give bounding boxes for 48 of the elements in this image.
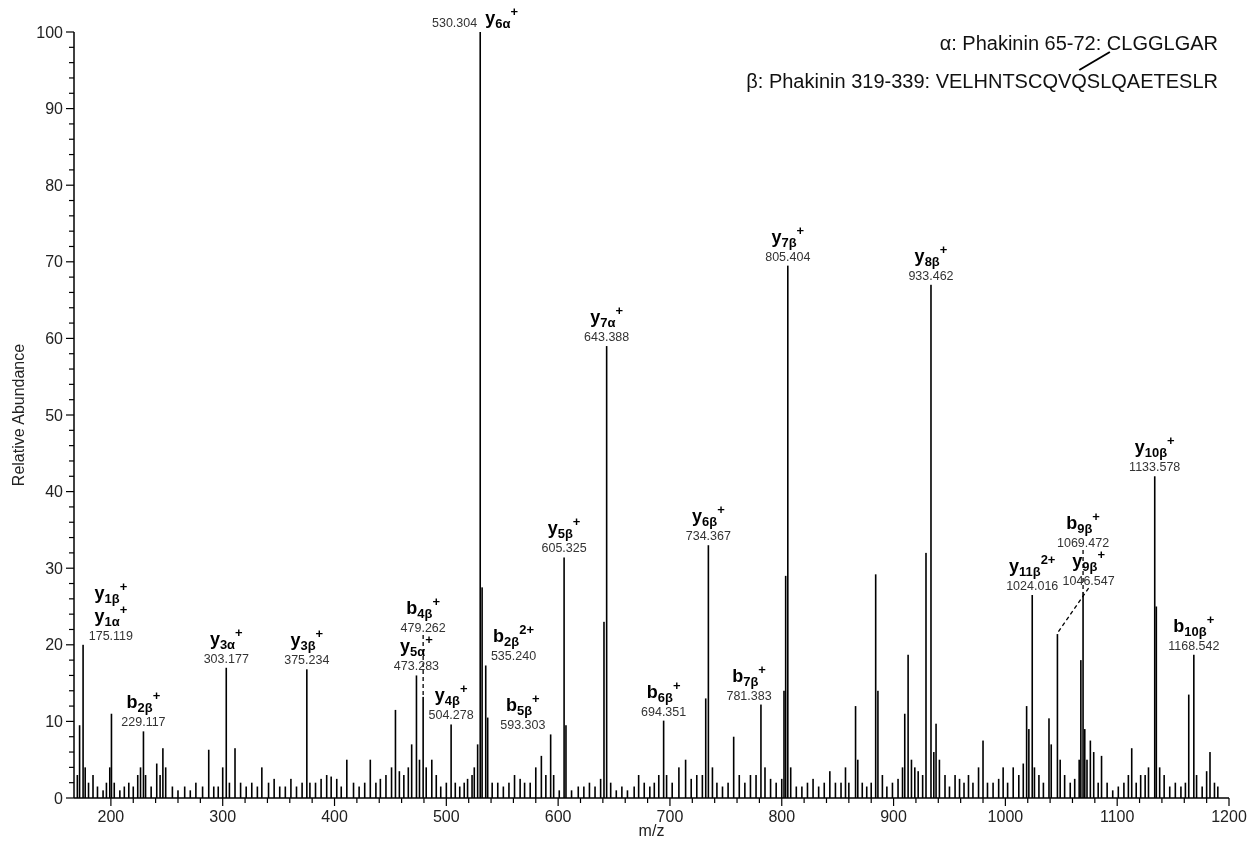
annotation: 1168.542 [1168, 638, 1220, 653]
y-tick-label: 70 [45, 253, 64, 271]
x-tick-label: 800 [768, 808, 796, 825]
y-tick-label: 20 [45, 636, 64, 654]
y-tick-label: 30 [45, 559, 64, 577]
annotation: 805.404 [765, 249, 811, 264]
annotation: 479.262 [400, 620, 446, 635]
annotation: 303.177 [203, 651, 249, 666]
y-tick-label: 50 [45, 406, 64, 424]
annotation: 781.383 [726, 688, 772, 703]
annotation: 593.303 [500, 718, 546, 733]
y-tick-label: 80 [45, 176, 64, 194]
x-axis-title: m/z [638, 822, 665, 839]
annotation: 734.367 [685, 529, 732, 544]
y-tick-label: 0 [54, 789, 64, 807]
annotation: 605.325 [541, 541, 587, 556]
annotation: 175.119 [88, 628, 134, 643]
y-tick-label: 90 [45, 100, 64, 118]
annotation: 473.283 [393, 659, 440, 674]
annotation: 1069.472 [1056, 535, 1110, 550]
x-tick-label: 600 [544, 808, 572, 825]
x-tick-label: 900 [880, 808, 908, 825]
x-tick-label: 300 [209, 808, 237, 825]
y-axis-title: Relative Abundance [10, 343, 27, 487]
x-tick-label: 200 [97, 808, 125, 825]
y-tick-label: 40 [45, 483, 64, 501]
annotation: 530.304 [432, 16, 478, 30]
annotation: 504.278 [428, 708, 474, 723]
annotation: 1046.547 [1062, 574, 1115, 589]
annotation: 643.388 [584, 330, 630, 345]
y-tick-label: 60 [45, 330, 64, 347]
annotation: 375.234 [284, 653, 330, 668]
annotation: 535.240 [490, 649, 537, 664]
annotation: 694.351 [641, 704, 687, 719]
annotation: β: Phakinin 319-339: VELHNTSCQVQSLQAETESLR [746, 70, 1218, 92]
x-tick-label: 1200 [1211, 808, 1247, 825]
y-tick-label: 100 [36, 23, 64, 41]
x-tick-label: 400 [321, 808, 348, 825]
annotation: 1133.578 [1129, 460, 1181, 475]
y-tick-label: 10 [45, 713, 64, 730]
x-tick-label: 500 [432, 808, 460, 825]
annotation: α: Phakinin 65-72: CLGGLGAR [939, 32, 1218, 54]
annotation: 229.117 [121, 715, 166, 730]
annotation: 933.462 [908, 268, 954, 283]
x-tick-label: 1100 [1099, 808, 1135, 825]
x-tick-label: 700 [656, 808, 684, 825]
annotation: 1024.016 [1006, 579, 1059, 594]
x-tick-label: 1000 [987, 808, 1024, 825]
